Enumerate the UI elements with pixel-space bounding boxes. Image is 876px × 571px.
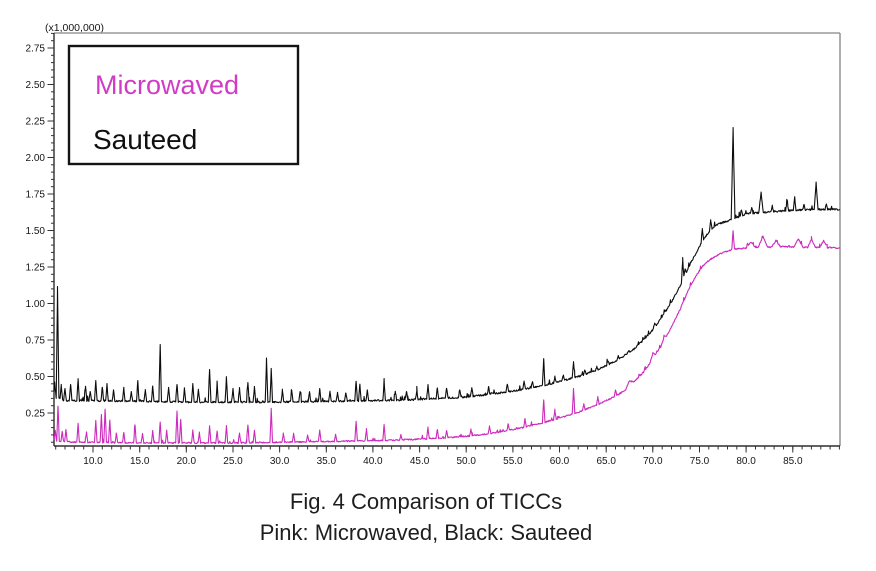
y-tick-label: 0.50 [26, 372, 46, 383]
y-tick-label: 1.25 [26, 263, 46, 274]
x-tick-label: 75.0 [690, 456, 710, 467]
y-tick-label: 0.25 [26, 409, 46, 420]
legend: Microwaved Sauteed [67, 44, 300, 166]
x-tick-label: 10.0 [83, 456, 103, 467]
x-tick-label: 80.0 [736, 456, 756, 467]
x-axis-tick-labels: 10.0 15.0 20.0 25.0 30.0 35.0 40.0 45.0 50.0 55.0… [83, 456, 803, 467]
x-tick-label: 30.0 [270, 456, 290, 467]
x-tick-label: 60.0 [550, 456, 570, 467]
figure-caption: Fig. 4 Comparison of TICCs Pink: Microwa… [0, 486, 852, 548]
y-axis-tick-labels: 0.25 0.50 0.75 1.00 1.25 1.50 1.75 2.00 2.25 2.50… [26, 44, 46, 420]
y-tick-label: 2.25 [26, 117, 46, 128]
x-tick-label: 45.0 [410, 456, 430, 467]
x-tick-label: 20.0 [177, 456, 197, 467]
caption-line-1: Fig. 4 Comparison of TICCs [289, 489, 563, 514]
y-axis-ticks [47, 32, 54, 443]
x-tick-label: 55.0 [503, 456, 523, 467]
legend-item-sauteed: Sauteed [93, 124, 197, 155]
trace-microwaved-pink [53, 230, 841, 445]
x-axis-ticks [55, 446, 840, 453]
ticc-chart: (x1,000,000) 10.0 15.0 20.0 25.0 30.0 35.0 40.… [26, 22, 841, 467]
legend-item-microwaved: Microwaved [95, 70, 239, 100]
x-tick-label: 50.0 [456, 456, 476, 467]
y-tick-label: 2.00 [26, 153, 46, 164]
x-tick-label: 70.0 [643, 456, 663, 467]
legend-box [67, 44, 300, 166]
y-tick-label: 2.50 [26, 80, 46, 91]
y-axis-scale-label: (x1,000,000) [45, 22, 104, 34]
y-tick-label: 1.50 [26, 226, 46, 237]
caption-line-2: Pink: Microwaved, Black: Sauteed [259, 520, 593, 545]
y-tick-label: 1.75 [26, 190, 46, 201]
x-tick-label: 25.0 [223, 456, 243, 467]
x-tick-label: 85.0 [783, 456, 803, 467]
y-tick-label: 1.00 [26, 299, 46, 310]
trace-sauteed-black [53, 126, 841, 404]
x-tick-label: 40.0 [363, 456, 383, 467]
x-tick-label: 35.0 [317, 456, 337, 467]
x-tick-label: 65.0 [596, 456, 616, 467]
y-tick-label: 2.75 [26, 44, 46, 55]
y-tick-label: 0.75 [26, 336, 46, 347]
x-tick-label: 15.0 [130, 456, 150, 467]
